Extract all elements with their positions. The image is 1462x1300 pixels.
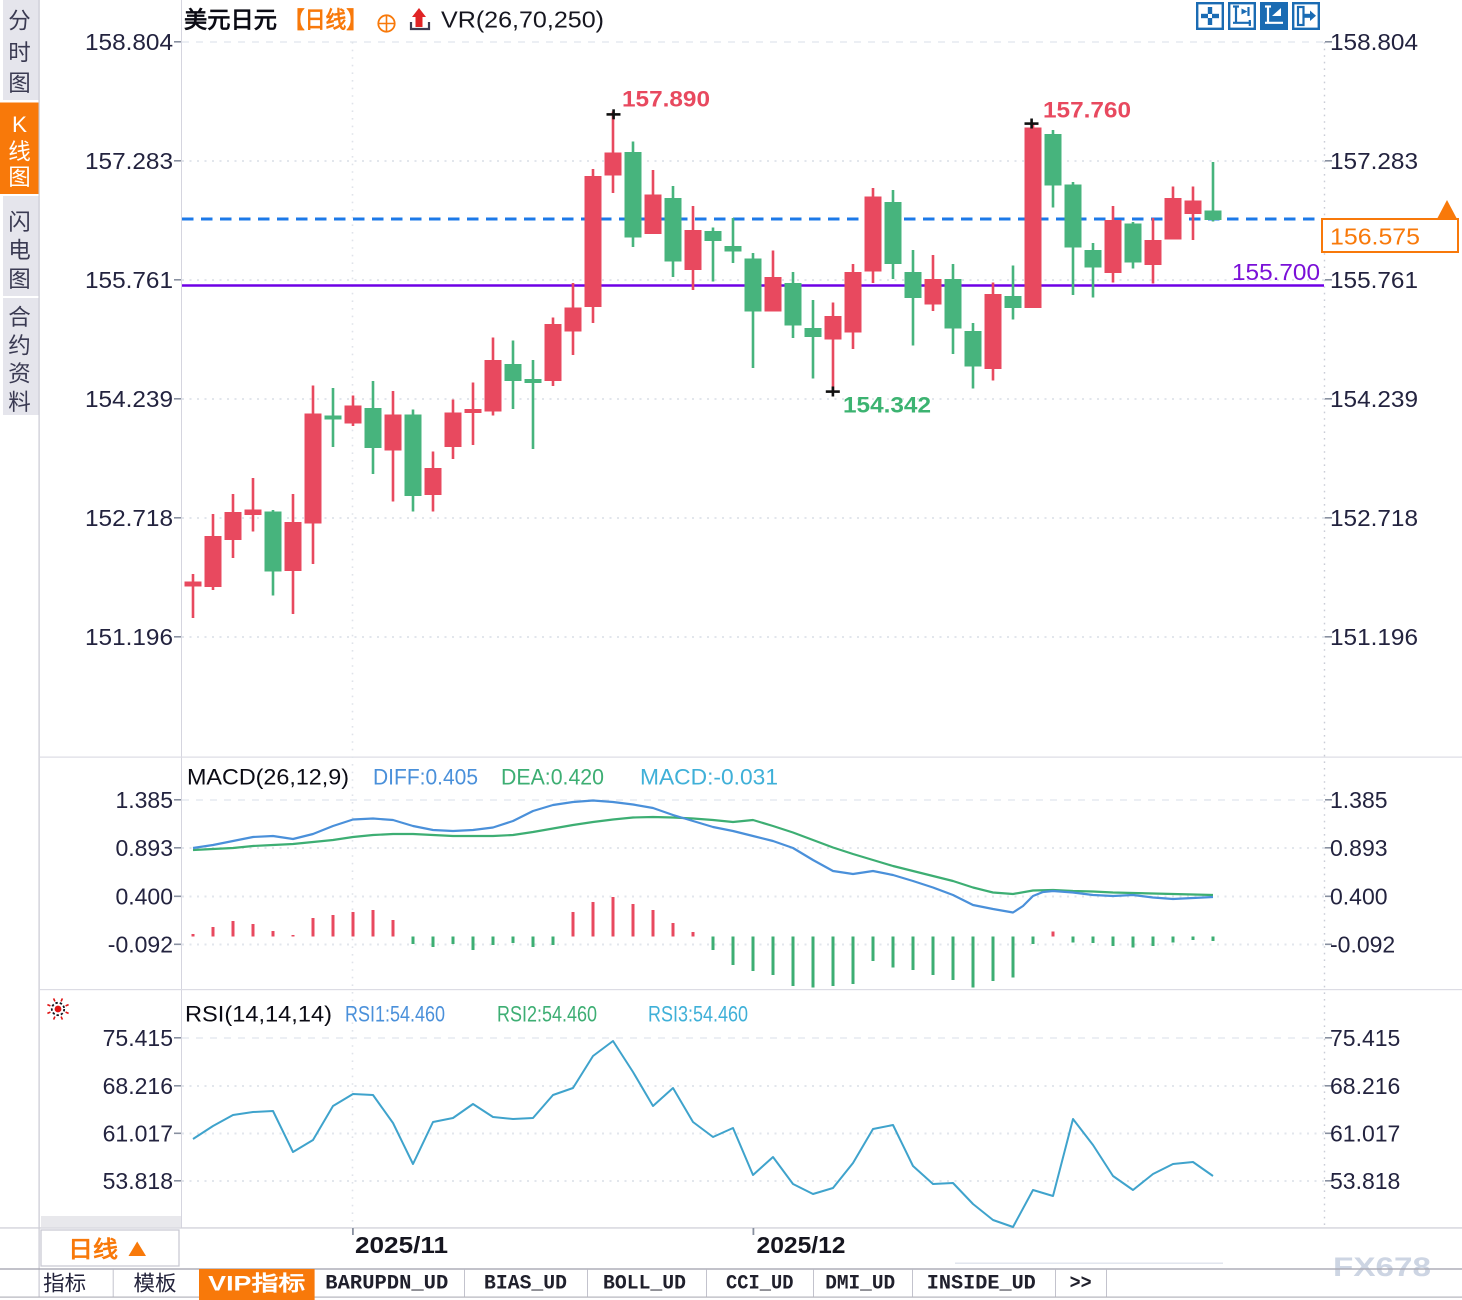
svg-text:0.400: 0.400 xyxy=(1330,884,1388,910)
svg-text:图: 图 xyxy=(8,267,31,292)
svg-text:合: 合 xyxy=(8,305,31,330)
svg-text:152.718: 152.718 xyxy=(85,505,173,531)
svg-text:时: 时 xyxy=(8,41,31,66)
svg-text:155.700: 155.700 xyxy=(1232,259,1320,285)
svg-text:68.216: 68.216 xyxy=(1330,1073,1400,1099)
svg-text:151.196: 151.196 xyxy=(85,624,173,650)
svg-text:0.400: 0.400 xyxy=(115,884,173,910)
svg-text:日线: 日线 xyxy=(68,1236,118,1262)
svg-text:158.804: 158.804 xyxy=(1330,29,1418,55)
svg-text:MACD(26,12,9): MACD(26,12,9) xyxy=(187,765,349,790)
svg-text:154.342: 154.342 xyxy=(843,393,931,418)
svg-text:2025/12: 2025/12 xyxy=(757,1232,846,1258)
svg-text:158.804: 158.804 xyxy=(85,29,173,55)
svg-text:MACD:-0.031: MACD:-0.031 xyxy=(640,765,778,790)
svg-text:电: 电 xyxy=(8,238,31,263)
svg-text:1.385: 1.385 xyxy=(1330,787,1388,813)
svg-text:68.216: 68.216 xyxy=(103,1073,173,1099)
svg-text:-0.092: -0.092 xyxy=(1330,932,1395,958)
svg-text:BIAS_UD: BIAS_UD xyxy=(484,1273,567,1296)
svg-text:DEA:0.420: DEA:0.420 xyxy=(501,765,604,790)
svg-text:154.239: 154.239 xyxy=(1330,386,1418,412)
svg-text:DIFF:0.405: DIFF:0.405 xyxy=(373,765,478,790)
svg-text:图: 图 xyxy=(8,165,31,190)
svg-text:-0.092: -0.092 xyxy=(108,932,173,958)
svg-text:K: K xyxy=(12,112,27,137)
svg-text:资: 资 xyxy=(8,362,31,387)
svg-text:BARUPDN_UD: BARUPDN_UD xyxy=(325,1273,448,1296)
svg-text:VIP指标: VIP指标 xyxy=(208,1272,305,1296)
svg-text:157.760: 157.760 xyxy=(1043,98,1131,123)
svg-text:1.385: 1.385 xyxy=(115,787,173,813)
svg-text:156.575: 156.575 xyxy=(1330,224,1420,250)
svg-text:RSI(14,14,14): RSI(14,14,14) xyxy=(185,1002,332,1027)
svg-text:53.818: 53.818 xyxy=(1330,1168,1400,1194)
svg-text:图: 图 xyxy=(8,71,31,96)
svg-text:RSI3:54.460: RSI3:54.460 xyxy=(648,1002,748,1027)
svg-text:154.239: 154.239 xyxy=(85,386,173,412)
svg-text:151.196: 151.196 xyxy=(1330,624,1418,650)
svg-text:【日线】: 【日线】 xyxy=(284,7,367,33)
svg-text:线: 线 xyxy=(8,139,31,164)
svg-text:157.283: 157.283 xyxy=(1330,148,1418,174)
svg-text:53.818: 53.818 xyxy=(103,1168,173,1194)
svg-text:VR(26,70,250): VR(26,70,250) xyxy=(441,7,604,33)
svg-text:0.893: 0.893 xyxy=(1330,835,1388,861)
svg-text:料: 料 xyxy=(8,390,31,415)
svg-text:2025/11: 2025/11 xyxy=(355,1232,448,1258)
svg-text:美元日元: 美元日元 xyxy=(184,7,277,33)
svg-text:155.761: 155.761 xyxy=(85,267,173,293)
svg-text:152.718: 152.718 xyxy=(1330,505,1418,531)
svg-text:指标: 指标 xyxy=(43,1273,86,1296)
svg-text:分: 分 xyxy=(8,9,31,34)
svg-text:INSIDE_UD: INSIDE_UD xyxy=(927,1273,1036,1296)
svg-text:约: 约 xyxy=(8,333,31,358)
svg-text:61.017: 61.017 xyxy=(103,1121,173,1147)
svg-text:闪: 闪 xyxy=(8,210,31,235)
svg-text:CCI_UD: CCI_UD xyxy=(726,1273,794,1296)
svg-text:FX678: FX678 xyxy=(1333,1252,1431,1282)
svg-text:BOLL_UD: BOLL_UD xyxy=(603,1273,686,1296)
svg-text:157.890: 157.890 xyxy=(622,87,710,112)
svg-text:0.893: 0.893 xyxy=(115,835,173,861)
svg-text:>>: >> xyxy=(1070,1273,1092,1296)
svg-text:RSI2:54.460: RSI2:54.460 xyxy=(497,1002,597,1027)
svg-text:DMI_UD: DMI_UD xyxy=(825,1273,895,1296)
svg-text:155.761: 155.761 xyxy=(1330,267,1418,293)
svg-text:RSI1:54.460: RSI1:54.460 xyxy=(345,1002,445,1027)
svg-text:75.415: 75.415 xyxy=(103,1025,173,1051)
svg-text:61.017: 61.017 xyxy=(1330,1121,1400,1147)
svg-text:模板: 模板 xyxy=(134,1273,177,1296)
svg-text:157.283: 157.283 xyxy=(85,148,173,174)
svg-text:75.415: 75.415 xyxy=(1330,1025,1400,1051)
